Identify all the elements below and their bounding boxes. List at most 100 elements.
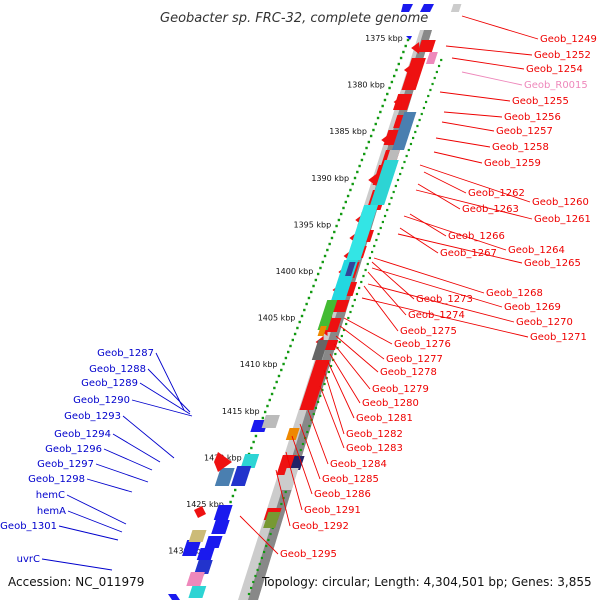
reverse-gene[interactable] (188, 586, 207, 598)
reverse-gene[interactable] (285, 428, 300, 440)
reverse-gene[interactable] (392, 112, 417, 150)
forward-gene[interactable] (393, 94, 413, 110)
tick-mark (280, 368, 283, 372)
right-gene-labels[interactable]: Geob_1249 Geob_1252 Geob_1254 Geob_R0015 Geo… (280, 34, 597, 560)
gene-label[interactable]: Geob_1273 (416, 294, 473, 305)
gene-label[interactable]: Geob_1281 (356, 413, 413, 424)
gene-feature[interactable] (401, 4, 413, 12)
gene-label[interactable]: Geob_1287 (97, 348, 154, 359)
forward-gene[interactable] (401, 58, 426, 90)
gene-label[interactable]: Geob_1264 (508, 245, 565, 256)
reverse-gene[interactable] (214, 468, 235, 486)
gene-label[interactable]: Geob_1258 (492, 142, 549, 153)
gene-label[interactable]: Geob_1285 (322, 474, 379, 485)
gene-label[interactable]: Geob_1252 (534, 50, 591, 61)
gene-label[interactable]: Geob_1275 (400, 326, 457, 337)
gene-label[interactable]: Geob_1291 (304, 505, 361, 516)
gene-label[interactable]: Geob_1288 (89, 364, 146, 375)
gene-label[interactable]: Geob_1256 (504, 112, 561, 123)
gene-features[interactable] (168, 2, 462, 600)
gene-label[interactable]: hemA (37, 506, 66, 517)
gene-label[interactable]: Geob_1262 (468, 188, 525, 199)
gene-label[interactable]: Geob_1268 (486, 288, 543, 299)
gene-label[interactable]: Geob_1263 (462, 204, 519, 215)
gene-label[interactable]: Geob_1271 (530, 332, 587, 343)
reverse-gene[interactable] (346, 205, 379, 260)
gene-label[interactable]: Geob_1254 (526, 64, 583, 75)
reverse-gene[interactable] (230, 466, 252, 486)
forward-gene-arrow[interactable] (393, 96, 402, 108)
tick-mark (376, 116, 380, 120)
reverse-gene[interactable] (370, 160, 399, 205)
tick-mark (310, 290, 313, 294)
forward-gene-arrow[interactable] (404, 64, 412, 76)
reverse-gene[interactable] (345, 262, 356, 276)
gene-feature[interactable] (214, 452, 232, 472)
reverse-gene[interactable] (290, 456, 305, 470)
gene-label[interactable]: Geob_1286 (314, 489, 371, 500)
reverse-gene[interactable] (213, 505, 233, 520)
rna-feature[interactable] (425, 52, 438, 64)
gene-label[interactable]: Geob_1295 (280, 549, 337, 560)
gene-label[interactable]: Geob_1289 (81, 378, 138, 389)
tick-mark (307, 296, 311, 300)
gene-label[interactable]: Geob_1270 (516, 317, 573, 328)
forward-gene-arrow[interactable] (411, 42, 420, 54)
gene-feature[interactable] (450, 4, 462, 12)
left-gene-labels[interactable]: Geob_1287 Geob_1288 Geob_1289 Geob_1290 Geob… (0, 348, 154, 565)
reverse-gene[interactable] (240, 454, 260, 468)
reverse-gene[interactable] (196, 548, 215, 560)
gene-feature[interactable] (168, 594, 180, 600)
gene-label[interactable]: Geob_1276 (394, 339, 451, 350)
reverse-gene[interactable] (261, 415, 280, 428)
gene-feature[interactable] (406, 36, 412, 40)
gene-label[interactable]: Geob_1284 (330, 459, 387, 470)
gene-label[interactable]: Geob_1255 (512, 96, 569, 107)
gene-label[interactable]: Geob_1249 (540, 34, 597, 45)
gene-label[interactable]: Geob_1259 (484, 158, 541, 169)
gene-label[interactable]: Geob_1257 (496, 126, 553, 137)
reverse-gene[interactable] (182, 540, 202, 556)
gene-feature[interactable] (420, 4, 434, 12)
gene-label[interactable]: Geob_1260 (532, 197, 589, 208)
reverse-gene[interactable] (279, 468, 299, 490)
gene-label[interactable]: Geob_1296 (45, 444, 102, 455)
gene-feature[interactable] (194, 506, 206, 518)
gene-label[interactable]: Geob_1274 (408, 310, 465, 321)
gene-label[interactable]: Geob_1290 (73, 395, 130, 406)
reverse-gene[interactable] (188, 530, 207, 542)
forward-gene[interactable] (299, 360, 330, 410)
forward-gene-arrow[interactable] (368, 174, 377, 186)
gene-label[interactable]: Geob_1269 (504, 302, 561, 313)
gene-label[interactable]: Geob_1267 (440, 248, 497, 259)
gene-label[interactable]: Geob_1292 (292, 521, 349, 532)
reverse-gene[interactable] (194, 560, 213, 574)
gene-label[interactable]: uvrC (17, 554, 40, 565)
gene-label[interactable]: Geob_R0015 (524, 80, 588, 91)
gene-label[interactable]: Geob_1265 (524, 258, 581, 269)
gene-label[interactable]: Geob_1280 (362, 398, 419, 409)
forward-gene-arrow[interactable] (381, 134, 390, 146)
gene-label[interactable]: Geob_1279 (372, 384, 429, 395)
reverse-gene[interactable] (317, 326, 327, 336)
reverse-gene[interactable] (186, 572, 205, 586)
gene-label[interactable]: Geob_1282 (346, 429, 403, 440)
gene-label[interactable]: hemC (36, 490, 65, 501)
reverse-gene[interactable] (204, 536, 223, 548)
reverse-gene[interactable] (317, 300, 338, 330)
gene-label[interactable]: Geob_1298 (28, 474, 85, 485)
label-leader-line (371, 261, 415, 300)
gene-label[interactable]: Geob_1277 (386, 354, 443, 365)
gene-label[interactable]: Geob_1261 (534, 214, 591, 225)
gene-label[interactable]: Geob_1301 (0, 521, 57, 532)
reverse-gene[interactable] (211, 520, 230, 534)
reverse-gene[interactable] (311, 340, 329, 360)
gene-label[interactable]: Geob_1283 (346, 443, 403, 454)
forward-gene[interactable] (417, 40, 436, 52)
gene-label[interactable]: Geob_1297 (37, 459, 94, 470)
gene-label[interactable]: Geob_1293 (64, 411, 121, 422)
gene-label[interactable]: Geob_1266 (448, 231, 505, 242)
gene-label[interactable]: Geob_1294 (54, 429, 111, 440)
gene-label[interactable]: Geob_1278 (380, 367, 437, 378)
reverse-gene[interactable] (263, 512, 281, 528)
